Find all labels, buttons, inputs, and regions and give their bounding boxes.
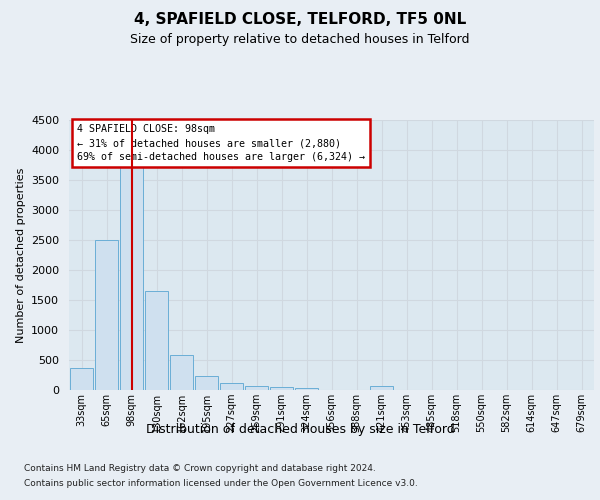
Text: 4 SPAFIELD CLOSE: 98sqm
← 31% of detached houses are smaller (2,880)
69% of semi: 4 SPAFIELD CLOSE: 98sqm ← 31% of detache… [77,124,365,162]
Bar [95,240,118,390]
Bar [145,291,168,390]
Bar [70,368,93,390]
Y-axis label: Number of detached properties: Number of detached properties [16,168,26,342]
Bar [270,388,293,390]
Text: Contains public sector information licensed under the Open Government Licence v3: Contains public sector information licen… [24,479,418,488]
Bar [245,386,268,390]
Bar [370,386,393,390]
Text: Contains HM Land Registry data © Crown copyright and database right 2024.: Contains HM Land Registry data © Crown c… [24,464,376,473]
Text: Distribution of detached houses by size in Telford: Distribution of detached houses by size … [146,422,454,436]
Bar [170,354,193,390]
Bar [120,165,143,390]
Text: 4, SPAFIELD CLOSE, TELFORD, TF5 0NL: 4, SPAFIELD CLOSE, TELFORD, TF5 0NL [134,12,466,28]
Bar [195,376,218,390]
Text: Size of property relative to detached houses in Telford: Size of property relative to detached ho… [130,32,470,46]
Bar [220,384,243,390]
Bar [295,388,318,390]
